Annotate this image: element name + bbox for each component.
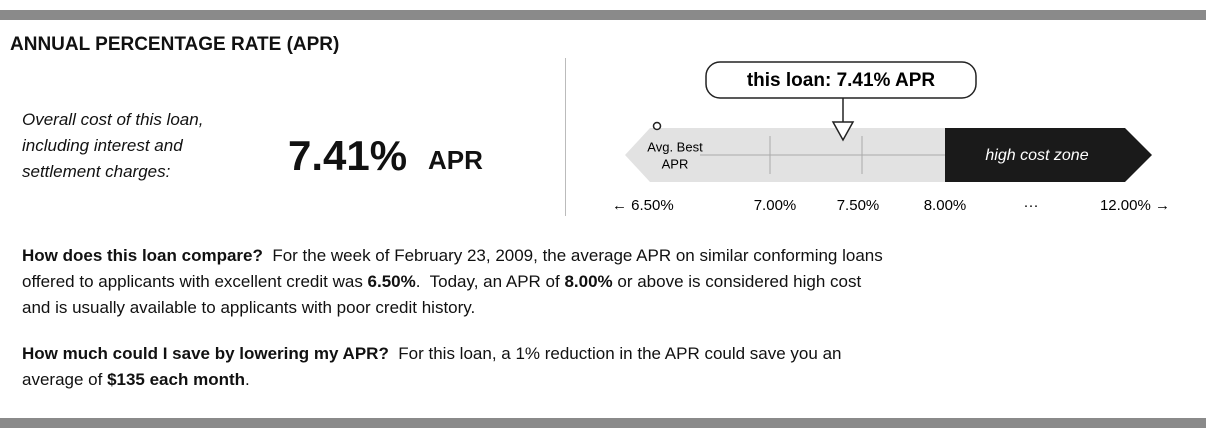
text: offered to applicants with excellent cre… (22, 272, 368, 291)
text: For this loan, a 1% reduction in the APR… (388, 344, 842, 363)
divider (565, 58, 566, 216)
axis-label: 7.50% (837, 197, 880, 214)
bold-text: How does this loan compare? (22, 246, 263, 265)
high-cost-zone (945, 128, 1152, 182)
this-loan-marker (831, 121, 855, 142)
apr-rate: 7.41% (288, 132, 408, 179)
zone-label: high cost zone (985, 147, 1088, 164)
callout-text: this loan: 7.41% APR (747, 70, 936, 91)
description-line: Overall cost of this loan, (22, 110, 204, 129)
bold-text: $135 each month (107, 370, 246, 389)
description-line: settlement charges: (22, 162, 171, 181)
axis-label: 12.00% → (1100, 197, 1170, 214)
text: or above is considered high cost (612, 272, 862, 291)
text: . Today, an APR of (415, 272, 565, 291)
axis-label: ← 6.50% (612, 197, 674, 214)
section-title: ANNUAL PERCENTAGE RATE (APR) (10, 34, 340, 55)
paragraph-line: How does this loan compare? For the week… (22, 246, 883, 266)
axis-label: ··· (1024, 197, 1039, 214)
best-marker (652, 121, 662, 131)
axis-label: 7.00% (754, 197, 797, 214)
bottom-rule (0, 418, 1206, 428)
paragraph-line: average of $135 each month. (22, 370, 250, 390)
axis-label: 8.00% (924, 197, 967, 214)
callout-box (705, 61, 977, 99)
text: and is usually available to applicants w… (22, 298, 476, 317)
best-label: Avg. Best (647, 139, 703, 154)
bold-text: 6.50% (367, 272, 416, 291)
apr-unit: APR (428, 145, 483, 175)
paragraph-line: and is usually available to applicants w… (22, 298, 475, 318)
text: . (245, 370, 250, 389)
text: For the week of February 23, 2009, the a… (262, 246, 883, 265)
paragraph-line: How much could I save by lowering my APR… (22, 344, 841, 364)
top-rule (0, 10, 1206, 20)
text: average of (22, 370, 108, 389)
bold-text: 8.00% (564, 272, 613, 291)
best-label: APR (662, 156, 689, 171)
description-line: including interest and (22, 136, 183, 155)
bold-text: How much could I save by lowering my APR… (22, 344, 389, 363)
paragraph-line: offered to applicants with excellent cre… (22, 272, 861, 292)
